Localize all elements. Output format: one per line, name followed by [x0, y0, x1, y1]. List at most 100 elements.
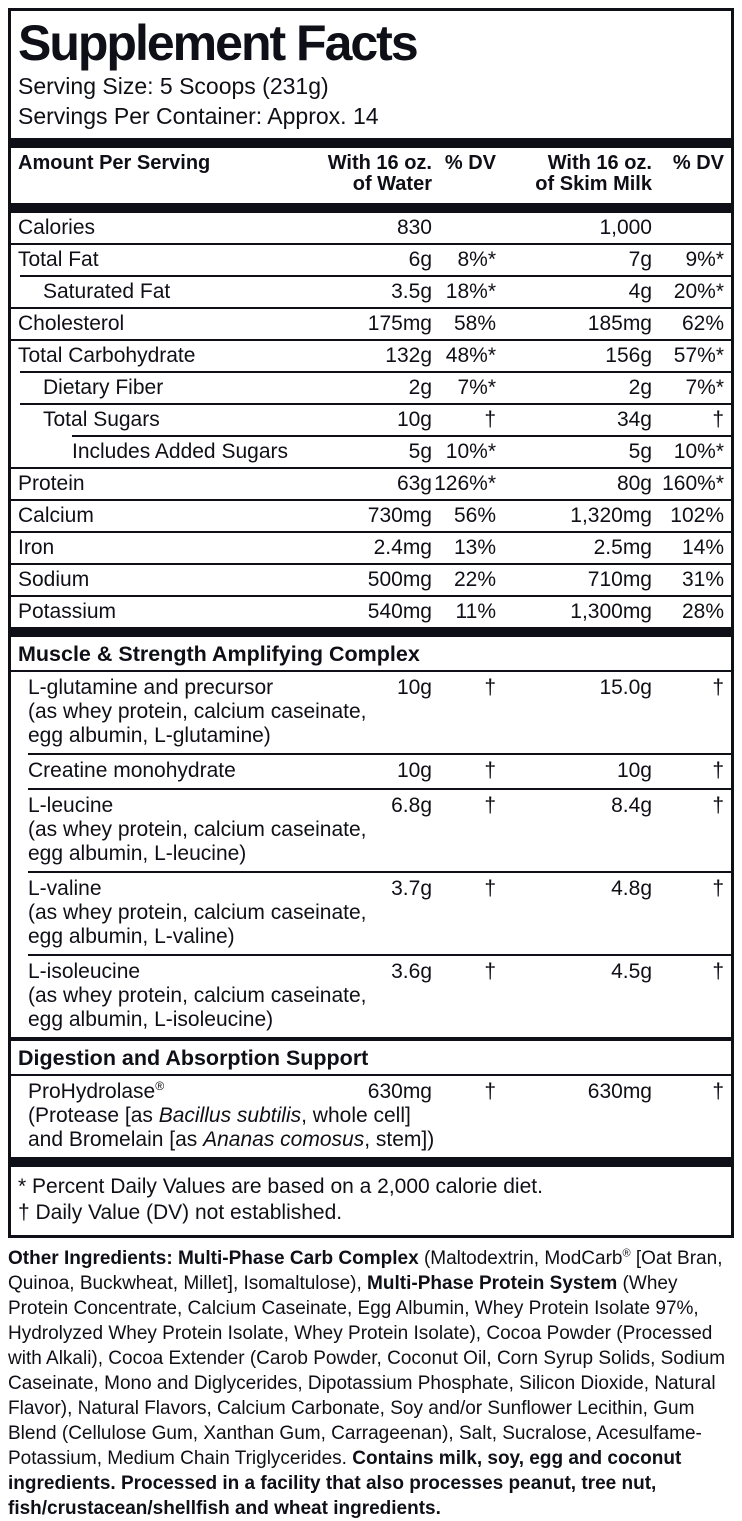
milk-dv: †	[712, 408, 724, 431]
milk-dv: †	[712, 794, 724, 817]
col-header-with-water: With 16 oz. of Water	[327, 152, 432, 195]
ingredient-row-l-glutamine: L-glutamine and precursor 10g † 15.0g † …	[28, 672, 731, 753]
nutrient-row-sodium: Sodium 500mg 22% 710mg 31%	[11, 563, 731, 595]
col-header-dv-milk: % DV	[672, 152, 724, 174]
nutrient-name: Total Carbohydrate	[18, 344, 196, 367]
water-dv: †	[484, 676, 496, 699]
water-dv: 48%*	[445, 344, 496, 367]
water-dv: 22%	[453, 568, 496, 591]
milk-amount: 15.0g	[599, 676, 652, 699]
row-subtext: (as whey protein, calcium caseinate,	[28, 700, 367, 723]
water-amount: 175mg	[367, 312, 432, 335]
milk-amount: 4.8g	[611, 877, 652, 900]
water-amount: 830	[396, 216, 432, 239]
water-amount: 540mg	[367, 600, 432, 623]
water-dv: †	[484, 408, 496, 431]
milk-dv: 102%	[670, 504, 724, 527]
registered-trademark-symbol: ®	[155, 1079, 165, 1093]
water-dv: 11%	[455, 600, 496, 623]
other-ingredients-paragraph: Other Ingredients: Multi-Phase Carb Comp…	[8, 1247, 726, 1519]
water-dv: 18%*	[445, 280, 496, 303]
nutrient-name: Dietary Fiber	[43, 376, 164, 399]
milk-dv: †	[712, 676, 724, 699]
water-dv: 8%*	[457, 248, 496, 271]
col-header-with-skim-milk: With 16 oz. of Skim Milk	[535, 152, 652, 195]
water-amount: 5g	[408, 440, 432, 463]
supplement-facts-panel: Supplement Facts Serving Size: 5 Scoops …	[8, 8, 734, 1238]
milk-dv: 14%	[681, 536, 724, 559]
divider-bar-footnotes	[11, 1157, 731, 1167]
milk-amount: 34g	[616, 408, 652, 431]
footnote-dagger: † Daily Value (DV) not established.	[18, 1201, 343, 1224]
footnote-percent-dv: * Percent Daily Values are based on a 2,…	[18, 1175, 543, 1198]
nutrient-name: Includes Added Sugars	[72, 440, 288, 463]
water-amount: 3.5g	[391, 280, 432, 303]
water-dv: 13%	[453, 536, 496, 559]
footnotes: * Percent Daily Values are based on a 2,…	[11, 1167, 731, 1235]
water-dv: 58%	[453, 312, 496, 335]
milk-dv: 31%	[681, 568, 724, 591]
water-amount: 132g	[385, 344, 432, 367]
water-amount: 2.4mg	[373, 536, 432, 559]
milk-amount: 630mg	[587, 1080, 652, 1103]
milk-amount: 156g	[605, 344, 652, 367]
row-subtext: (as whey protein, calcium caseinate,	[28, 901, 367, 924]
milk-dv: †	[712, 1080, 724, 1103]
ingredient-name: L-leucine	[28, 794, 114, 817]
milk-amount: 2g	[628, 376, 652, 399]
ingredient-row-l-isoleucine: L-isoleucine 3.6g † 4.5g † (as whey prot…	[28, 954, 731, 1037]
nutrient-name: Total Sugars	[43, 408, 160, 431]
milk-dv: 20%*	[673, 280, 724, 303]
nutrient-row-saturated-fat: Saturated Fat 3.5g 18%* 4g 20%*	[20, 275, 731, 307]
milk-amount: 710mg	[587, 568, 652, 591]
nutrient-name: Cholesterol	[18, 312, 125, 335]
nutrient-row-potassium: Potassium 540mg 11% 1,300mg 28%	[11, 595, 731, 627]
nutrient-row-total-sugars: Total Sugars 10g † 34g †	[20, 403, 731, 435]
ingredient-name: L-glutamine and precursor	[28, 676, 274, 699]
milk-amount: 7g	[628, 248, 652, 271]
water-amount: 10g	[396, 759, 432, 782]
milk-amount: 2.5mg	[593, 536, 652, 559]
nutrient-name: Calories	[18, 216, 96, 239]
water-amount: 630mg	[367, 1080, 432, 1103]
divider-bar-header	[11, 203, 731, 213]
water-amount: 500mg	[367, 568, 432, 591]
row-subtext: egg albumin, L-valine)	[28, 925, 235, 948]
milk-dv: 160%*	[662, 472, 724, 495]
section-header-muscle-complex: Muscle & Strength Amplifying Complex	[11, 637, 731, 672]
divider-bar-muscle	[11, 627, 731, 637]
nutrient-row-cholesterol: Cholesterol 175mg 58% 185mg 62%	[11, 307, 731, 339]
divider-bar-top	[11, 138, 731, 148]
nutrient-name: Potassium	[18, 600, 117, 623]
table-header-row: Amount Per Serving With 16 oz. of Water …	[11, 148, 731, 203]
milk-dv: †	[712, 759, 724, 782]
milk-dv: †	[712, 877, 724, 900]
water-dv: 10%*	[445, 440, 496, 463]
milk-amount: 5g	[628, 440, 652, 463]
nutrient-name: Sodium	[18, 568, 90, 591]
milk-amount: 8.4g	[611, 794, 652, 817]
milk-amount: 1,300mg	[570, 600, 652, 623]
nutrient-name: Calcium	[18, 504, 94, 527]
water-amount: 6g	[408, 248, 432, 271]
water-amount: 3.7g	[391, 877, 432, 900]
water-amount: 10g	[396, 676, 432, 699]
col-header-amount-per-serving: Amount Per Serving	[18, 152, 211, 174]
nutrient-row-dietary-fiber: Dietary Fiber 2g 7%* 2g 7%*	[20, 371, 731, 403]
row-subtext: and Bromelain [as Ananas comosus, stem])	[28, 1128, 435, 1151]
milk-amount: 80g	[616, 472, 652, 495]
row-subtext: (Protease [as Bacillus subtilis, whole c…	[28, 1104, 411, 1127]
col-header-dv-water: % DV	[444, 152, 496, 174]
nutrient-name: Iron	[18, 536, 55, 559]
milk-dv: 7%*	[685, 376, 724, 399]
nutrient-name: Protein	[18, 472, 85, 495]
nutrient-row-added-sugars: Includes Added Sugars 5g 10%* 5g 10%*	[72, 435, 731, 467]
milk-amount: 4g	[628, 280, 652, 303]
milk-dv: 9%*	[685, 248, 724, 271]
milk-dv: 62%	[681, 312, 724, 335]
water-dv: †	[484, 960, 496, 983]
water-amount: 10g	[396, 408, 432, 431]
serving-size: Serving Size: 5 Scoops (231g)	[18, 73, 329, 99]
milk-dv: 57%*	[673, 344, 724, 367]
milk-amount: 185mg	[587, 312, 652, 335]
